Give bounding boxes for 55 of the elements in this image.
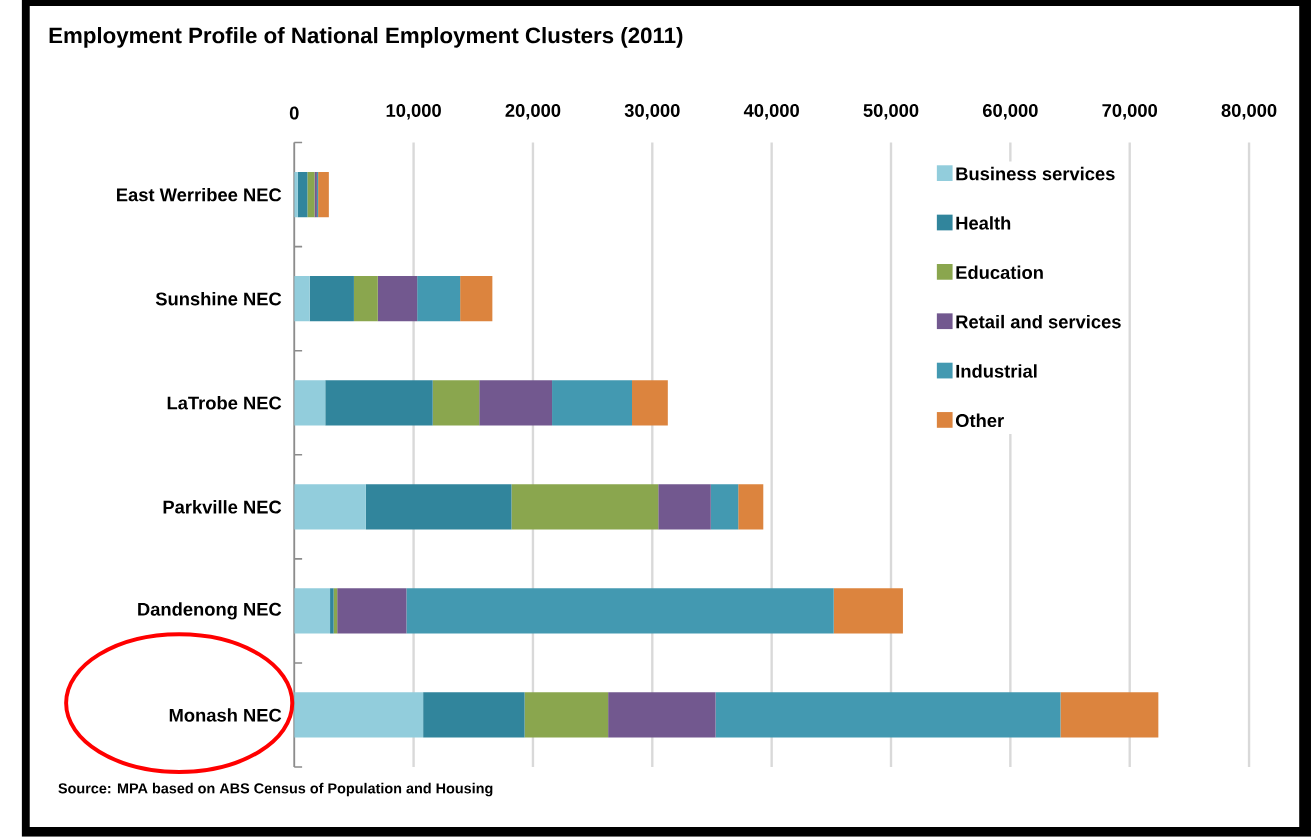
bar xyxy=(294,276,310,322)
x-tick-label: 50,000 xyxy=(863,104,919,120)
bar xyxy=(294,588,331,634)
bar xyxy=(1060,692,1159,738)
x-tick-label: 60,000 xyxy=(982,104,1038,120)
legend-label: Education xyxy=(956,265,1043,280)
bar xyxy=(307,172,315,218)
bar xyxy=(294,380,326,426)
bar xyxy=(330,588,334,634)
bar xyxy=(417,276,461,322)
bar xyxy=(377,276,418,322)
x-tick-label: 80,000 xyxy=(1221,104,1277,120)
bar xyxy=(479,380,553,426)
bar xyxy=(365,484,512,530)
y-tick-label: Parkville NEC xyxy=(163,500,282,514)
x-tick-label: 0 xyxy=(289,106,299,120)
y-tick-label: Dandenong NEC xyxy=(138,602,282,620)
source-note: Source: MPA based on ABS Census of Population and Housing xyxy=(58,782,493,797)
bar xyxy=(309,276,354,322)
bar xyxy=(710,484,739,530)
x-tick-label: 10,000 xyxy=(386,104,441,120)
legend-label: Other xyxy=(955,413,1004,428)
y-tick-label: LaTrobe NEC xyxy=(167,396,282,410)
legend-label: Industrial xyxy=(956,364,1037,378)
bar xyxy=(337,588,407,634)
bar xyxy=(632,380,668,426)
bar xyxy=(715,692,1061,738)
bar xyxy=(511,484,659,530)
bar xyxy=(738,484,764,530)
bar xyxy=(297,172,308,218)
y-tick-label: Monash NEC xyxy=(169,708,282,722)
chart-title: Employment Profile of National Employment Clusters (2011) xyxy=(49,27,683,48)
bar xyxy=(294,484,366,530)
bar xyxy=(294,692,424,738)
bar xyxy=(552,380,633,426)
legend-label: Business services xyxy=(956,166,1115,181)
legend-label: Retail and services xyxy=(956,314,1121,329)
x-tick-label: 40,000 xyxy=(743,104,799,120)
bar xyxy=(833,588,903,634)
bar xyxy=(432,380,480,426)
bar xyxy=(608,692,716,738)
x-tick-label: 20,000 xyxy=(505,104,561,120)
x-tick-label: 30,000 xyxy=(624,104,680,120)
bar xyxy=(423,692,525,738)
bar xyxy=(406,588,834,634)
bar xyxy=(658,484,711,530)
bar xyxy=(460,276,493,322)
bar xyxy=(325,380,433,426)
bar xyxy=(524,692,609,738)
y-tick-label: East Werribee NEC xyxy=(117,187,282,202)
x-tick-label: 70,000 xyxy=(1102,104,1158,120)
bar xyxy=(353,276,378,322)
legend-label: Health xyxy=(956,216,1011,230)
bar xyxy=(318,172,329,218)
y-tick-label: Sunshine NEC xyxy=(155,292,282,306)
